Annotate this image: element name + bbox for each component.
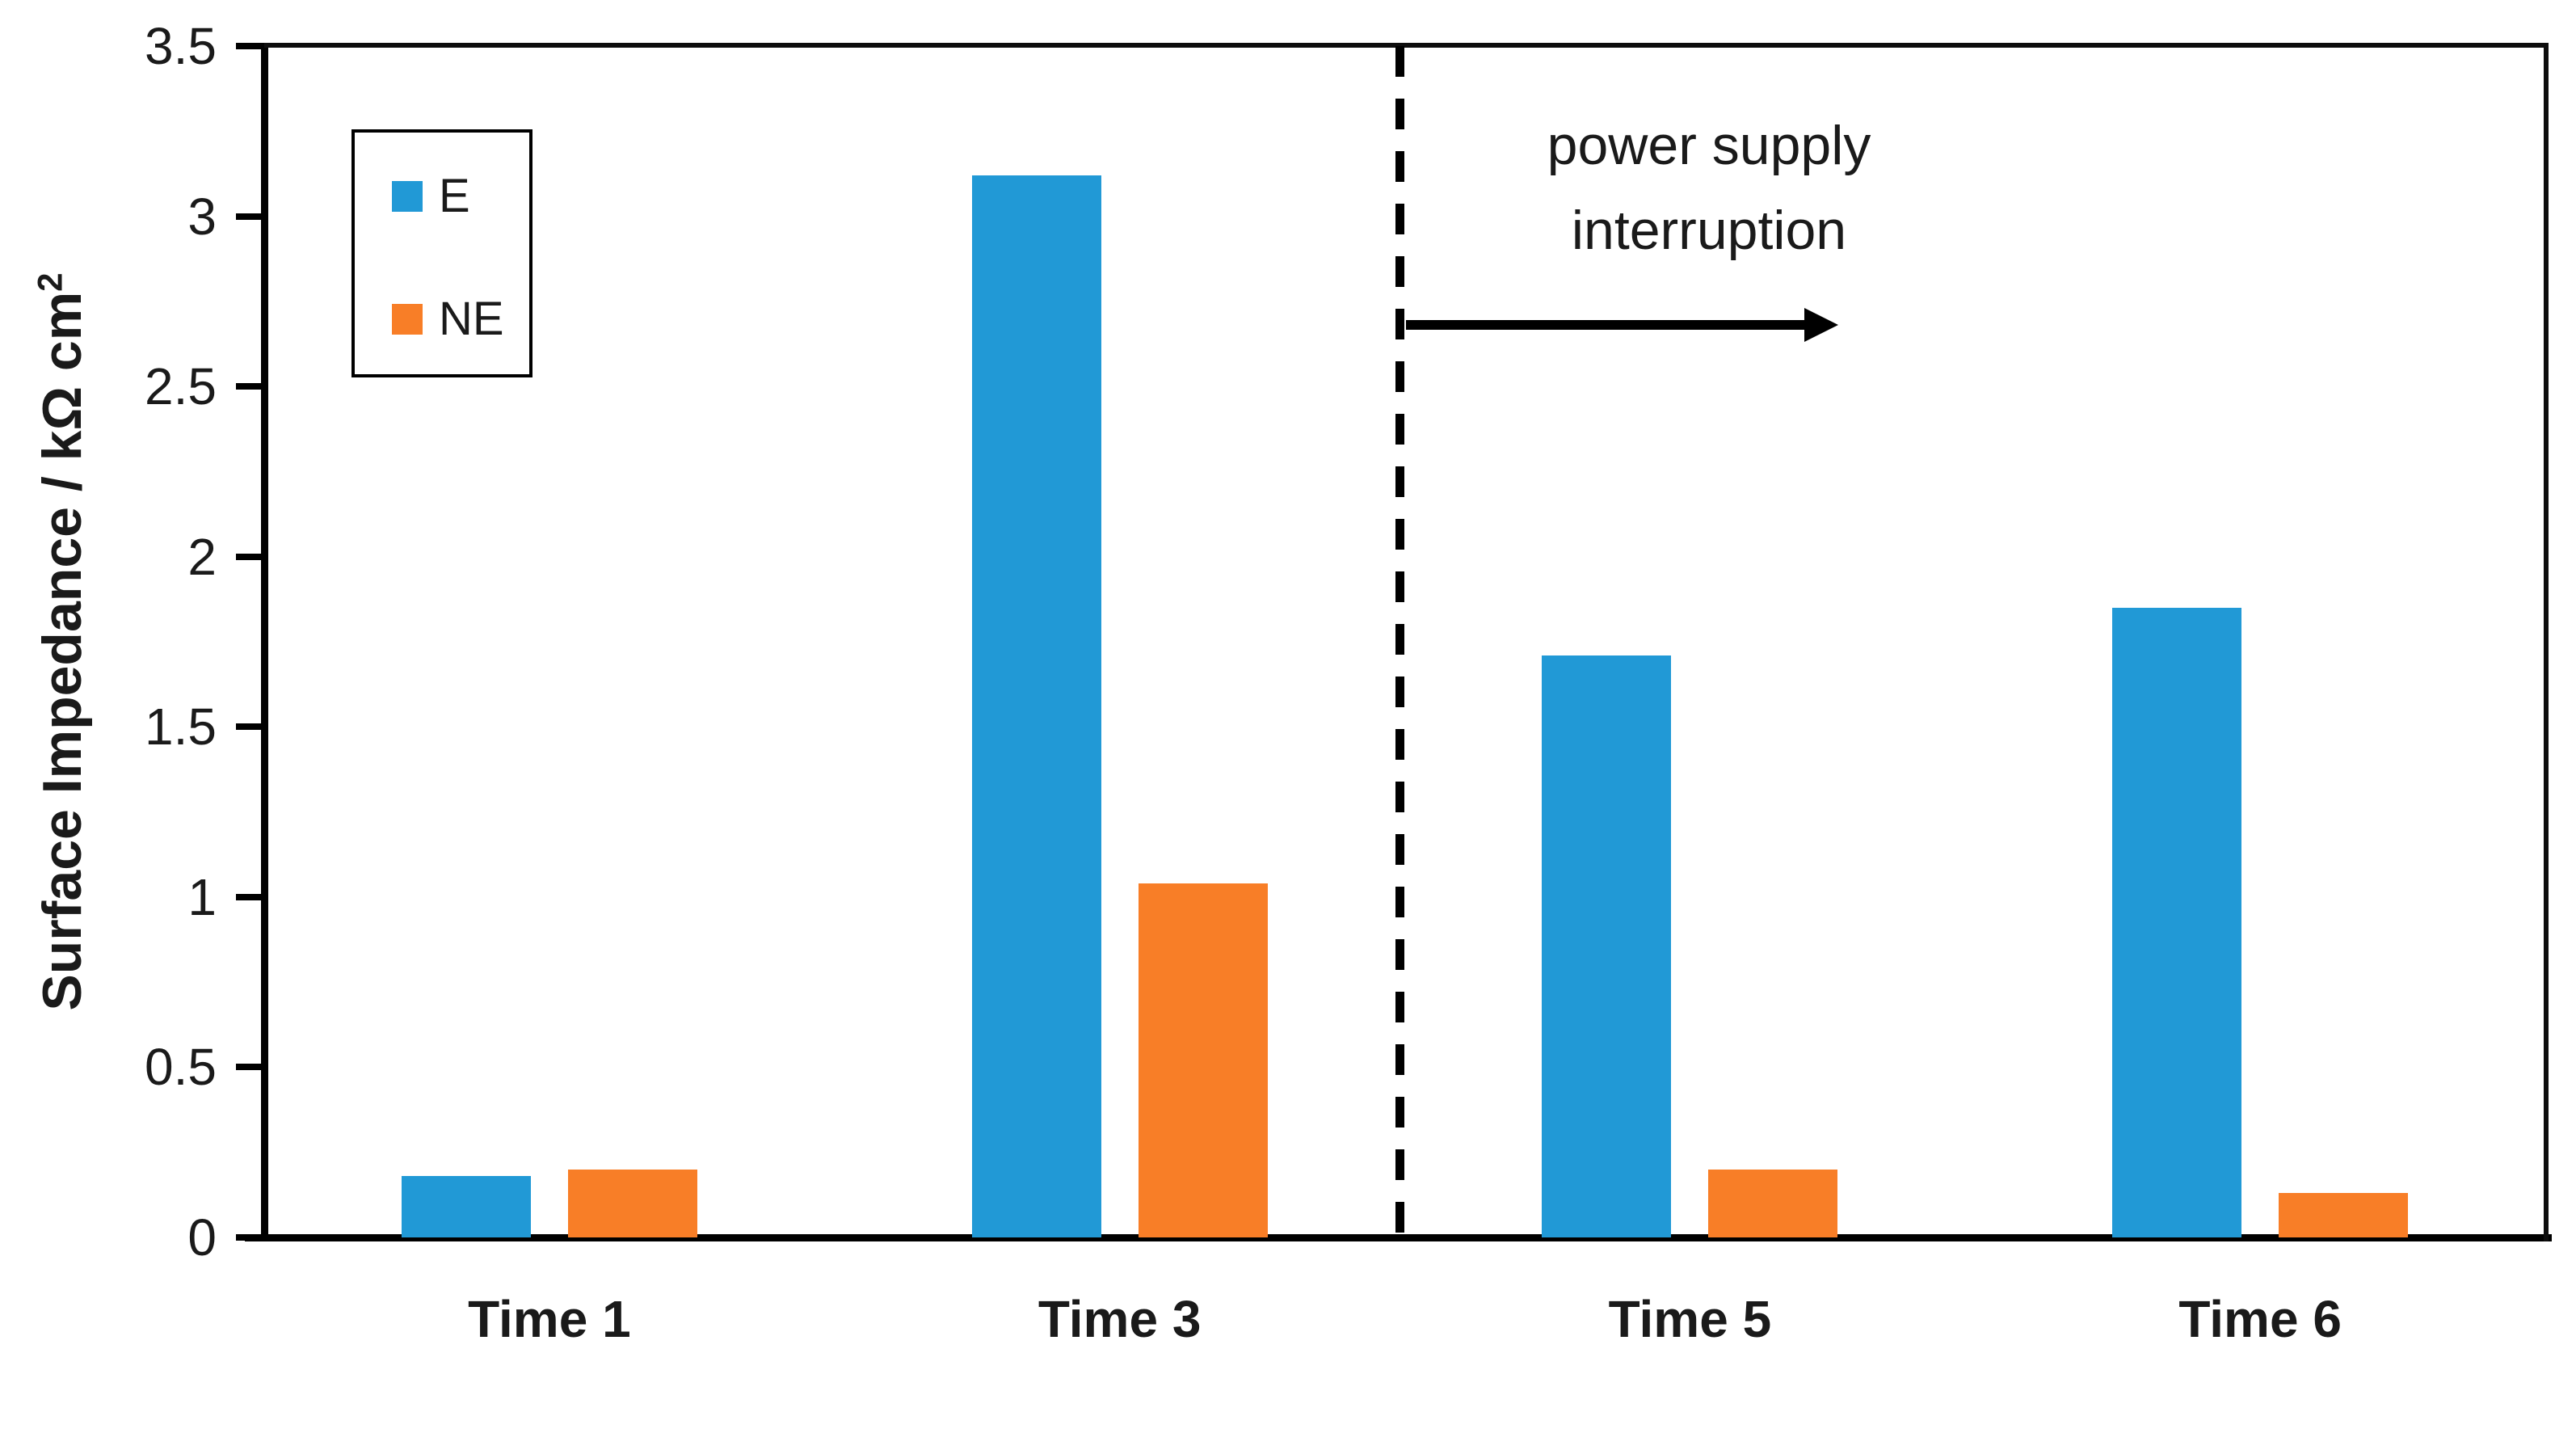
y-tick-label-0.5: 0.5 xyxy=(145,1038,217,1097)
legend-label-e: E xyxy=(439,170,470,222)
legend-item-e: E xyxy=(355,171,529,221)
y-tick-mark-0.5 xyxy=(236,1064,264,1071)
legend-item-ne: NE xyxy=(355,294,529,344)
legend-swatch-e xyxy=(392,181,423,212)
y-tick-mark-3 xyxy=(236,213,264,220)
bar-e-time-3 xyxy=(971,175,1101,1237)
legend-label-ne: NE xyxy=(439,293,504,345)
annotation-power-supply-interruption: power supply interruption xyxy=(1386,103,2032,273)
divider-dashed-line xyxy=(1395,46,1404,1237)
y-tick-mark-2.5 xyxy=(236,383,264,390)
y-tick-mark-1 xyxy=(236,893,264,900)
bar-ne-time-5 xyxy=(1708,1169,1838,1237)
y-tick-label-3.5: 3.5 xyxy=(145,17,217,75)
y-axis-line xyxy=(261,43,268,1241)
annotation-line-1: power supply xyxy=(1547,115,1871,176)
y-tick-label-1: 1 xyxy=(187,867,217,926)
x-category-label-time-6: Time 6 xyxy=(2178,1290,2342,1348)
right-arrow-shaft xyxy=(1406,320,1804,330)
plot-top-border xyxy=(261,43,2549,48)
y-tick-mark-1.5 xyxy=(236,723,264,731)
y-tick-label-2: 2 xyxy=(187,527,217,586)
y-tick-mark-0 xyxy=(236,1234,264,1241)
x-category-label-time-1: Time 1 xyxy=(468,1290,631,1348)
legend: E NE xyxy=(351,129,532,377)
annotation-line-2: interruption xyxy=(1571,200,1847,261)
bar-chart: Surface Impedance / kΩ cm2 0 0.5 1 1.5 2 2.5 3… xyxy=(31,17,2552,1348)
bar-e-time-1 xyxy=(401,1176,531,1237)
bar-ne-time-6 xyxy=(2279,1193,2409,1237)
x-category-label-time-3: Time 3 xyxy=(1038,1290,1202,1348)
bar-ne-time-1 xyxy=(567,1169,697,1237)
bar-ne-time-3 xyxy=(1138,883,1268,1237)
x-category-label-time-5: Time 5 xyxy=(1608,1290,1772,1348)
y-tick-label-0: 0 xyxy=(187,1208,217,1267)
legend-swatch-ne xyxy=(392,304,423,335)
bar-e-time-5 xyxy=(1542,655,1672,1237)
right-arrow-head xyxy=(1804,308,1838,342)
y-axis-title-superscript: 2 xyxy=(31,272,69,292)
y-tick-label-2.5: 2.5 xyxy=(145,357,217,416)
y-tick-mark-2 xyxy=(236,553,264,560)
bar-e-time-6 xyxy=(2112,607,2242,1237)
plot-right-border xyxy=(2544,43,2549,1241)
x-axis-line xyxy=(245,1234,2552,1241)
y-tick-label-1.5: 1.5 xyxy=(145,698,217,757)
y-tick-label-3: 3 xyxy=(187,187,217,246)
y-tick-mark-3.5 xyxy=(236,43,264,49)
